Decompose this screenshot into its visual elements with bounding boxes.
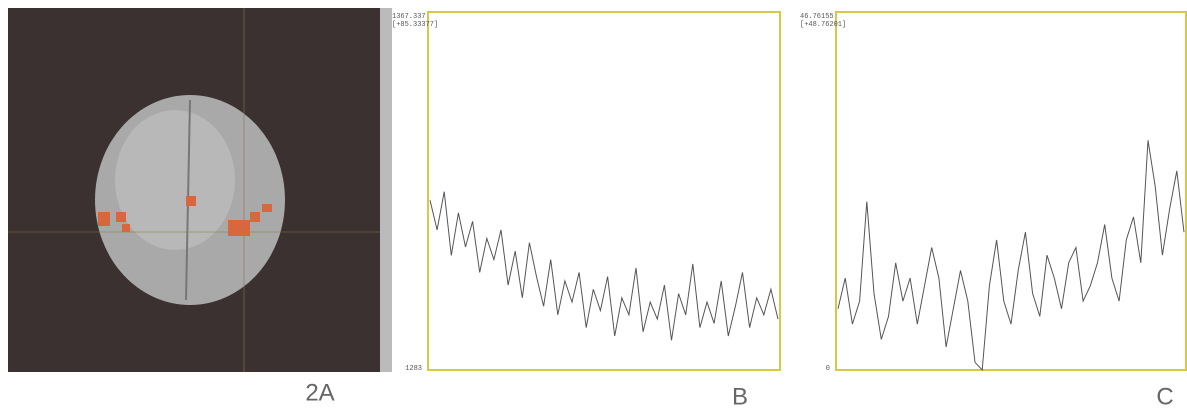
- grayscale-bar: [380, 8, 392, 372]
- plot-frame: [427, 11, 781, 371]
- y-min-label: 0: [826, 365, 830, 373]
- signal-trace: [429, 191, 779, 341]
- activation: [116, 212, 126, 222]
- brain-image: [8, 8, 392, 372]
- activation: [186, 196, 196, 206]
- activation: [98, 212, 110, 226]
- panel-label: B: [732, 383, 748, 410]
- brain-highlight: [115, 110, 235, 250]
- plot-frame: [835, 11, 1187, 371]
- activation: [228, 220, 250, 236]
- activation: [262, 204, 272, 212]
- y-max-label: 46.76155: [800, 13, 834, 21]
- activation: [250, 212, 260, 222]
- y-min-label: 1283: [405, 365, 422, 373]
- activation: [122, 224, 130, 232]
- y-max-sub-label: [+85.33377]: [392, 21, 438, 29]
- y-max-label: 1367.337: [392, 13, 426, 21]
- panel-label: 2A: [305, 379, 334, 406]
- signal-trace: [837, 140, 1185, 372]
- panel-label: C: [1156, 383, 1173, 410]
- y-max-sub-label: [+48.76201]: [800, 21, 846, 29]
